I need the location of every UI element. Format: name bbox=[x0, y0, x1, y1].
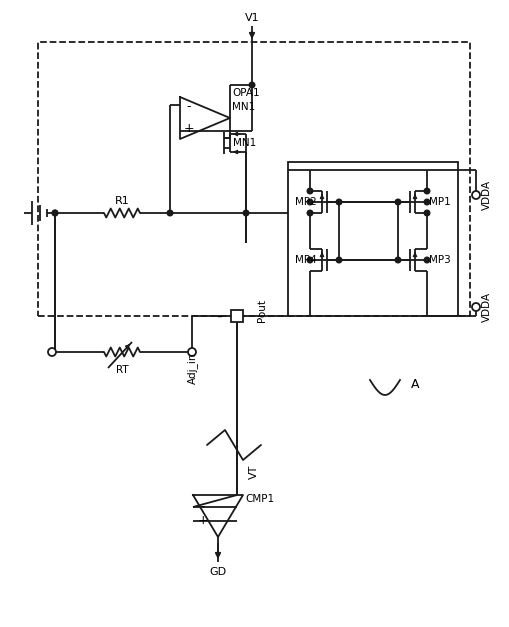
Circle shape bbox=[306, 188, 312, 194]
Text: MN1: MN1 bbox=[232, 102, 254, 112]
Circle shape bbox=[52, 210, 58, 216]
Circle shape bbox=[423, 210, 429, 216]
Circle shape bbox=[471, 191, 479, 199]
Circle shape bbox=[423, 188, 429, 194]
Text: OPA1: OPA1 bbox=[232, 88, 259, 98]
Text: MP1: MP1 bbox=[428, 197, 450, 207]
Text: MP2: MP2 bbox=[295, 197, 316, 207]
Circle shape bbox=[243, 210, 248, 216]
Text: -: - bbox=[201, 500, 205, 514]
Circle shape bbox=[306, 199, 312, 205]
Circle shape bbox=[394, 199, 400, 205]
Text: VDDA: VDDA bbox=[481, 180, 491, 210]
Circle shape bbox=[188, 348, 195, 356]
Circle shape bbox=[48, 348, 56, 356]
Circle shape bbox=[306, 210, 312, 216]
Circle shape bbox=[423, 199, 429, 205]
Text: MN1: MN1 bbox=[233, 138, 256, 148]
Text: CMP1: CMP1 bbox=[244, 494, 274, 504]
Text: VT: VT bbox=[248, 465, 259, 479]
Text: MP3: MP3 bbox=[428, 255, 450, 265]
Text: V1: V1 bbox=[244, 13, 259, 23]
Text: MP4: MP4 bbox=[295, 255, 316, 265]
FancyBboxPatch shape bbox=[231, 310, 242, 322]
Text: R1: R1 bbox=[115, 196, 129, 206]
Circle shape bbox=[167, 210, 173, 216]
Circle shape bbox=[306, 257, 312, 263]
Circle shape bbox=[249, 82, 254, 88]
Text: +: + bbox=[183, 122, 194, 135]
Text: A: A bbox=[410, 379, 418, 391]
Circle shape bbox=[471, 303, 479, 311]
Circle shape bbox=[52, 210, 58, 216]
Text: RT: RT bbox=[116, 365, 128, 375]
Text: -: - bbox=[216, 308, 221, 324]
Text: Adj_in: Adj_in bbox=[186, 352, 197, 384]
Circle shape bbox=[423, 257, 429, 263]
Text: Pout: Pout bbox=[257, 298, 267, 322]
Text: +: + bbox=[197, 515, 208, 527]
Text: GD: GD bbox=[209, 567, 226, 577]
Text: VDDA: VDDA bbox=[481, 292, 491, 322]
Circle shape bbox=[335, 257, 341, 263]
Circle shape bbox=[394, 257, 400, 263]
Circle shape bbox=[335, 199, 341, 205]
Text: -: - bbox=[186, 100, 191, 113]
